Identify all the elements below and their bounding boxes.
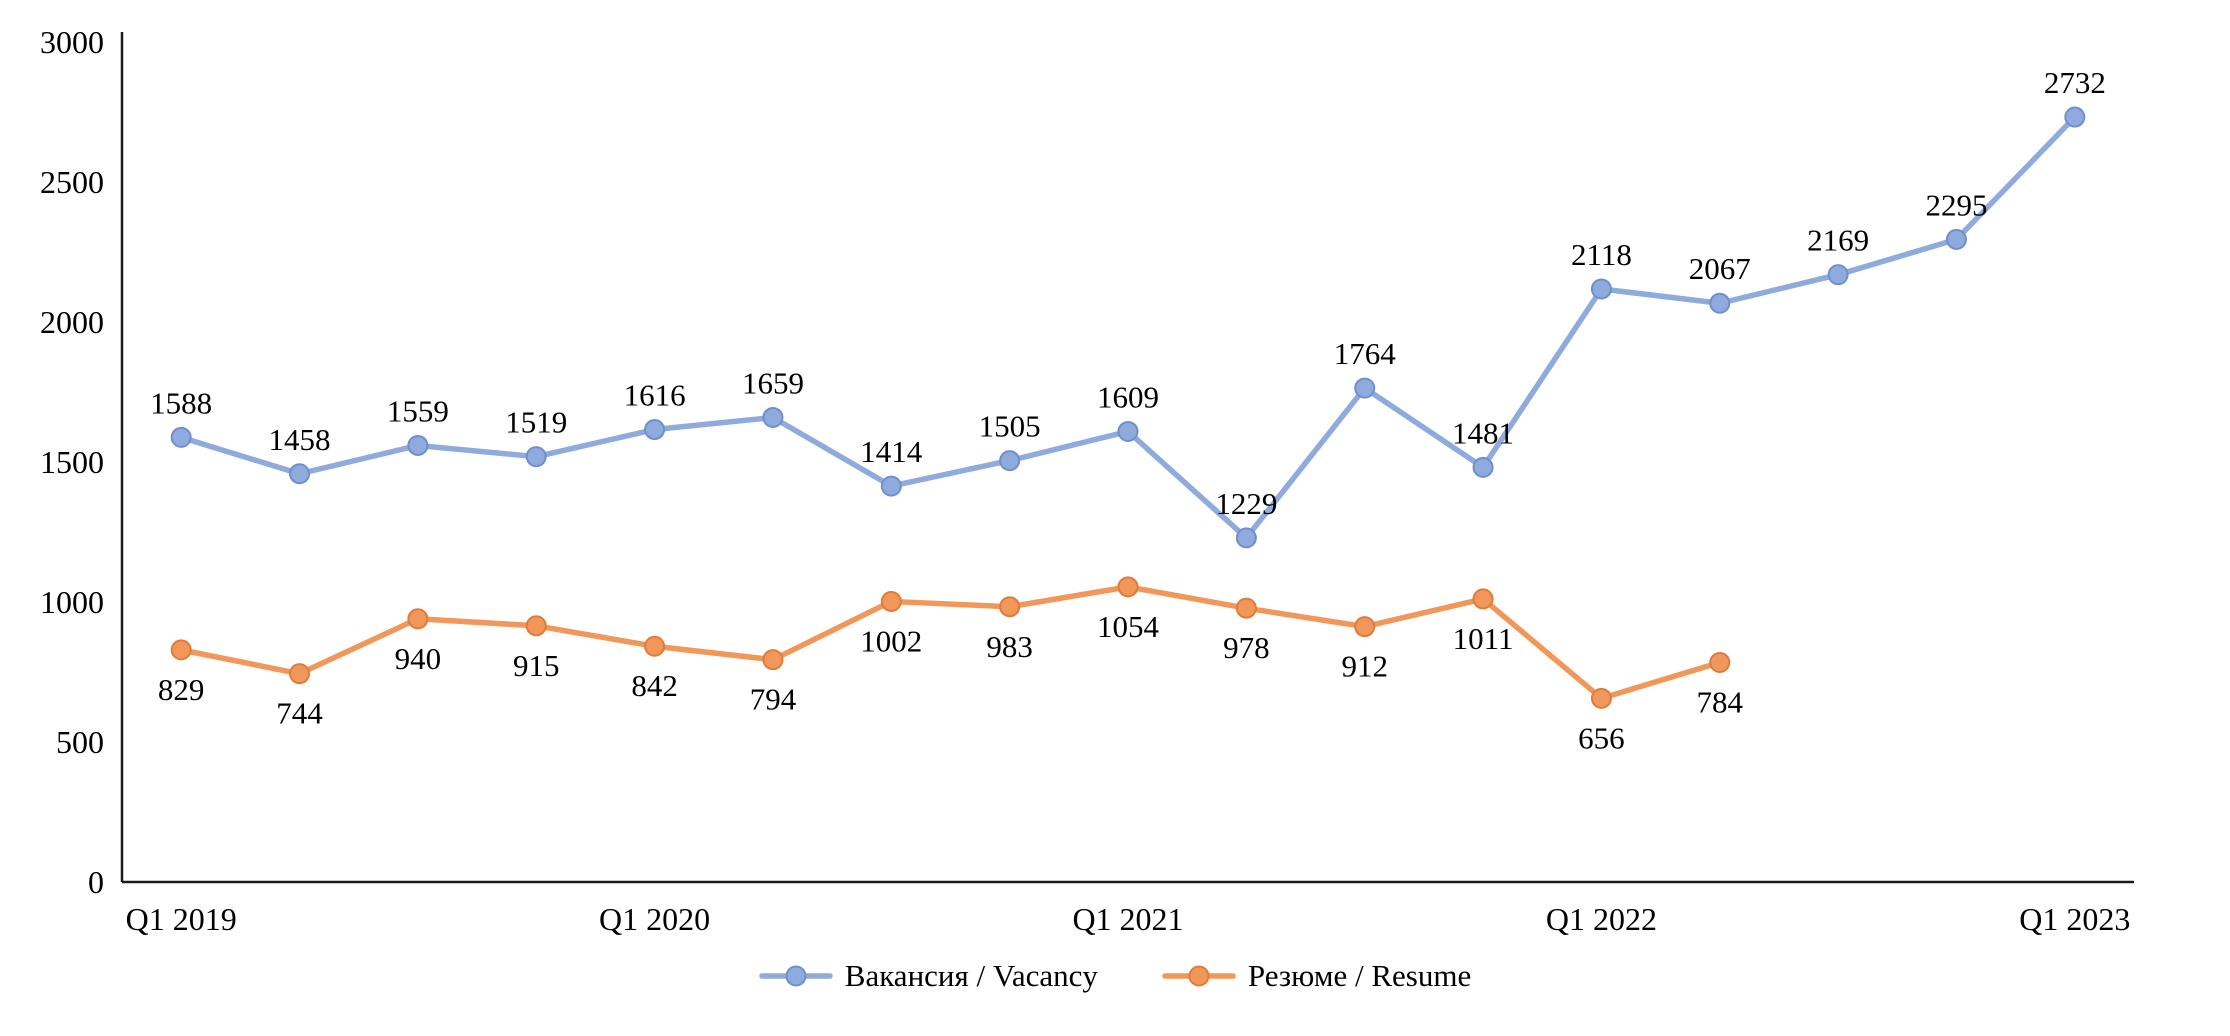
legend-dot — [785, 965, 807, 987]
data-point — [999, 596, 1021, 618]
chart-legend: Вакансия / Vacancy Резюме / Resume — [0, 958, 2230, 994]
data-point — [644, 419, 666, 441]
legend-label-vacancy: Вакансия / Vacancy — [844, 958, 1098, 993]
data-point — [2064, 106, 2086, 128]
data-label: 1764 — [1334, 336, 1397, 371]
legend-item-vacancy: Вакансия / Vacancy — [759, 958, 1098, 994]
data-point — [1117, 420, 1139, 442]
data-label: 1002 — [860, 623, 922, 658]
data-point — [1590, 278, 1612, 300]
series-line-0 — [178, 114, 2078, 541]
data-label: 1519 — [505, 405, 567, 440]
data-label: 2067 — [1689, 251, 1751, 286]
data-label: 983 — [986, 629, 1033, 664]
data-label: 842 — [631, 668, 678, 703]
series-line-1 — [178, 584, 1723, 702]
data-point — [1354, 616, 1376, 638]
y-tick-label: 0 — [88, 864, 104, 900]
data-label: 1458 — [269, 422, 331, 457]
data-point — [1235, 597, 1257, 619]
data-label: 784 — [1697, 684, 1744, 719]
data-label: 1609 — [1097, 379, 1159, 414]
data-label: 912 — [1341, 649, 1388, 684]
x-tick-label: Q1 2022 — [1546, 901, 1657, 937]
data-point — [999, 450, 1021, 472]
data-point — [1709, 651, 1731, 673]
data-point — [1945, 228, 1967, 250]
data-point — [880, 590, 902, 612]
data-label: 1229 — [1215, 486, 1277, 521]
legend-item-resume: Резюме / Resume — [1162, 958, 1471, 994]
data-label: 2169 — [1807, 223, 1869, 258]
data-point — [407, 608, 429, 630]
data-label: 1054 — [1097, 609, 1160, 644]
x-tick-label: Q1 2021 — [1072, 901, 1183, 937]
data-label: 2118 — [1571, 237, 1632, 272]
data-point — [1117, 576, 1139, 598]
legend-marker-resume-icon — [1162, 965, 1236, 987]
data-point — [1472, 456, 1494, 478]
data-point — [1590, 687, 1612, 709]
data-label: 1414 — [860, 434, 923, 469]
data-point — [880, 475, 902, 497]
y-tick-label: 3000 — [40, 24, 104, 60]
data-point — [1235, 527, 1257, 549]
data-point — [762, 649, 784, 671]
y-tick-label: 2000 — [40, 304, 104, 340]
data-label: 1505 — [979, 409, 1041, 444]
data-point — [525, 615, 547, 637]
data-point — [170, 426, 192, 448]
data-label: 2295 — [1925, 187, 1987, 222]
data-point — [1354, 377, 1376, 399]
data-label: 656 — [1578, 720, 1625, 755]
data-point — [407, 434, 429, 456]
x-tick-label: Q1 2023 — [2019, 901, 2130, 937]
data-point — [525, 446, 547, 468]
y-tick-label: 1500 — [40, 444, 104, 480]
data-label: 1588 — [150, 385, 212, 420]
data-label: 940 — [395, 641, 442, 676]
data-label: 744 — [276, 696, 323, 731]
x-tick-label: Q1 2020 — [599, 901, 710, 937]
legend-dot — [1188, 965, 1210, 987]
y-tick-label: 1000 — [40, 584, 104, 620]
legend-marker-vacancy-icon — [759, 965, 833, 987]
data-point — [1709, 292, 1731, 314]
data-label: 915 — [513, 648, 560, 683]
data-point — [1472, 588, 1494, 610]
data-label: 794 — [750, 682, 797, 717]
legend-label-resume: Резюме / Resume — [1247, 958, 1472, 993]
data-label: 1616 — [624, 378, 686, 413]
data-point — [289, 663, 311, 685]
data-point — [170, 639, 192, 661]
data-label: 829 — [158, 672, 205, 707]
data-point — [289, 463, 311, 485]
data-label: 1559 — [387, 393, 449, 428]
data-label: 1011 — [1453, 621, 1514, 656]
y-tick-label: 500 — [56, 724, 104, 760]
data-point — [644, 635, 666, 657]
x-tick-label: Q1 2019 — [126, 901, 237, 937]
data-point — [762, 406, 784, 428]
data-label: 2732 — [2044, 65, 2106, 100]
data-label: 1659 — [742, 365, 804, 400]
data-label: 1481 — [1452, 415, 1514, 450]
y-tick-label: 2500 — [40, 164, 104, 200]
data-label: 978 — [1223, 630, 1270, 665]
data-point — [1827, 264, 1849, 286]
